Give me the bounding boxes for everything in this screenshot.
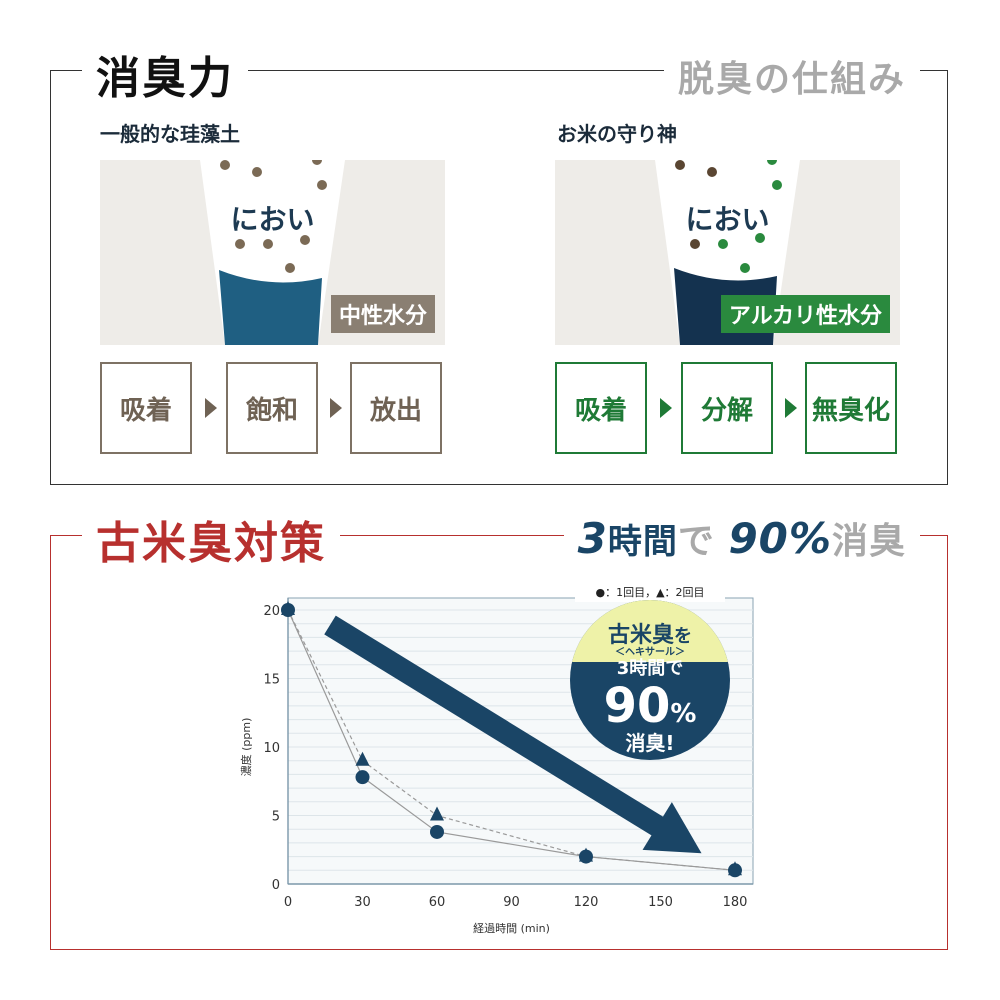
x-tick-label: 150 xyxy=(648,895,673,910)
x-tick-label: 30 xyxy=(354,895,371,910)
odor-label-rice: におい xyxy=(685,203,770,236)
badge-line1: 古米臭を xyxy=(608,622,692,648)
panel-label-general-diatomite: 一般的な珪藻土 xyxy=(100,122,240,146)
badge-percent: % xyxy=(670,699,696,729)
step-arrow-icon xyxy=(205,398,217,418)
badge-line2: 3時間で xyxy=(617,658,684,679)
data-point-circle xyxy=(355,770,370,785)
data-point-triangle xyxy=(281,601,295,615)
step-adsorption-general: 吸着 xyxy=(100,362,192,454)
badge-kobei: 古米臭 xyxy=(608,622,674,648)
decomposed-particle xyxy=(740,263,750,273)
odor-particles-general xyxy=(220,160,327,273)
badge-ruby: ＜ヘキサール＞ xyxy=(615,646,685,658)
odor-particle xyxy=(707,167,717,177)
claim-badge: 古米臭を ＜ヘキサール＞ 3時間で 90% 消臭! xyxy=(570,600,730,760)
arrow-shaft xyxy=(324,615,674,842)
legend-background xyxy=(575,584,725,602)
legend-text: ●：1回目，▲：2回目 xyxy=(595,586,704,599)
claim-particle: で xyxy=(677,521,715,562)
chart-series xyxy=(281,601,742,878)
step-deodorized: 無臭化 xyxy=(805,362,897,454)
neutral-water-shape xyxy=(219,270,322,345)
odor-label-general: におい xyxy=(230,203,315,236)
chart-tick-labels: 0 30 60 90 120 150 180 0 5 10 15 20 xyxy=(263,604,747,910)
x-tick-label: 60 xyxy=(429,895,446,910)
data-point-triangle xyxy=(430,806,444,821)
step-decomposition: 分解 xyxy=(681,362,773,454)
data-point-circle xyxy=(430,824,444,839)
odor-particle xyxy=(285,263,295,273)
y-axis-label: 濃度 (ppm) xyxy=(239,718,253,777)
odor-particles-rice xyxy=(675,160,782,273)
section-subtitle-claim: 3時間で 90%消臭 xyxy=(563,512,920,564)
x-tick-label: 0 xyxy=(284,895,292,910)
odor-particle xyxy=(690,239,700,249)
decomposed-particle xyxy=(718,239,728,249)
odor-particle xyxy=(263,239,273,249)
badge-particle: を xyxy=(674,626,692,647)
y-tick-label: 0 xyxy=(272,878,280,893)
claim-hours-unit: 時間 xyxy=(607,522,678,562)
x-axis-label: 経過時間 (min) xyxy=(473,922,550,935)
y-tick-label: 10 xyxy=(263,741,280,756)
claim-deodorize: 消臭 xyxy=(831,521,906,562)
odor-particle xyxy=(300,235,310,245)
panel-label-rice-guardian: お米の守り神 xyxy=(557,122,677,146)
step-arrow-icon xyxy=(660,398,672,418)
claim-percent: 90% xyxy=(728,514,832,563)
mechanism-frame xyxy=(50,70,948,485)
step-adsorption-rice: 吸着 xyxy=(555,362,647,454)
data-point-triangle xyxy=(355,751,370,766)
odor-particle xyxy=(252,167,262,177)
decomposed-particle xyxy=(772,180,782,190)
x-tick-label: 90 xyxy=(503,895,520,910)
step-release: 放出 xyxy=(350,362,442,454)
decomposed-particle xyxy=(755,233,765,243)
alkaline-water-label: アルカリ性水分 xyxy=(720,295,890,333)
y-tick-label: 5 xyxy=(272,810,280,825)
decomposed-particle xyxy=(767,160,777,165)
odor-particle xyxy=(675,160,685,170)
odor-particle xyxy=(312,160,322,165)
pore-diagram-general: におい 中性水分 xyxy=(100,160,445,345)
x-tick-label: 180 xyxy=(723,895,748,910)
chart-axes xyxy=(287,598,753,885)
step-saturation: 飽和 xyxy=(226,362,318,454)
section-title-deodorizing-power: 消臭力 xyxy=(82,42,248,106)
section-title-old-rice-odor: 古米臭対策 xyxy=(82,507,340,571)
decrease-arrow-icon xyxy=(324,615,702,854)
step-arrow-icon xyxy=(330,398,342,418)
claim-hours: 3 xyxy=(577,514,608,563)
x-tick-label: 120 xyxy=(574,895,599,910)
y-tick-label: 20 xyxy=(263,604,280,619)
odor-particle xyxy=(235,239,245,249)
neutral-water-label: 中性水分 xyxy=(330,295,435,333)
pore-diagram-rice: におい アルカリ性水分 xyxy=(555,160,900,345)
badge-ninety: 90 xyxy=(604,678,671,734)
data-point-triangle xyxy=(579,847,593,862)
concentration-chart: 0 30 60 90 120 150 180 0 5 10 15 20 経過時間 (min) 濃度 (… xyxy=(239,584,754,935)
rice-odor-frame xyxy=(50,535,948,950)
step-arrow-icon xyxy=(785,398,797,418)
data-point-triangle xyxy=(728,861,742,876)
odor-particle xyxy=(317,180,327,190)
badge-big-number: 90% xyxy=(604,678,697,734)
badge-line3: 消臭! xyxy=(625,731,674,755)
section-subtitle-mechanism: 脱臭の仕組み xyxy=(663,50,920,102)
chart-legend: ●：1回目，▲：2回目 xyxy=(575,584,725,602)
odor-particle xyxy=(220,160,230,170)
y-tick-label: 15 xyxy=(263,673,280,688)
arrow-head xyxy=(642,802,702,854)
